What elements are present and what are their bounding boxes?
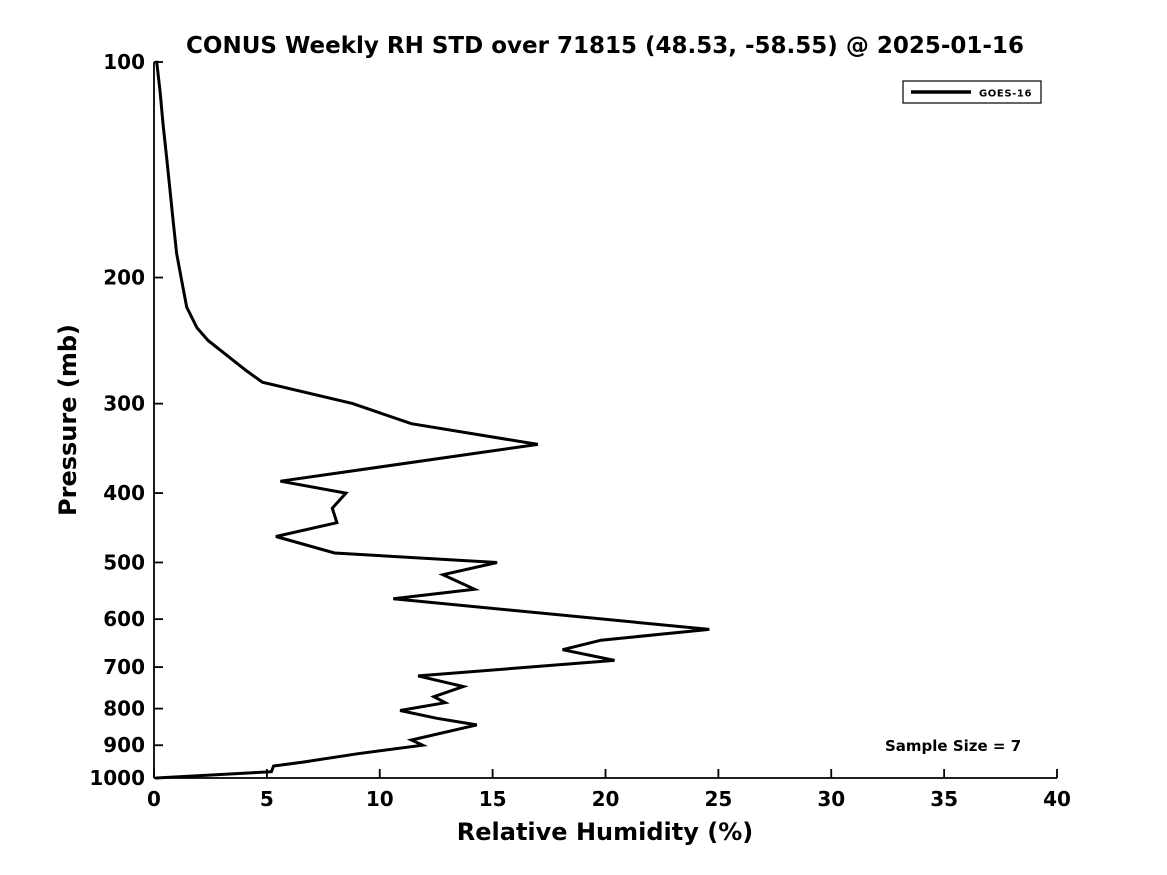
- y-tick-label: 100: [103, 50, 145, 74]
- x-tick-label: 10: [366, 787, 394, 811]
- series-line-goes-16: [154, 60, 710, 780]
- legend: GOES-16: [902, 80, 1042, 104]
- chart-title: CONUS Weekly RH STD over 71815 (48.53, -…: [186, 33, 1024, 59]
- y-tick-label: 300: [103, 392, 145, 416]
- series-line-layer: [154, 60, 710, 780]
- y-tick-label: 800: [103, 697, 145, 721]
- legend-label: GOES-16: [979, 89, 1032, 100]
- y-tick-label: 200: [103, 266, 145, 290]
- x-tick-label: 25: [704, 787, 732, 811]
- y-tick-label: 700: [103, 655, 145, 679]
- x-tick-label: 40: [1043, 787, 1071, 811]
- y-axis: 100 200 300 400 500 600 700 800 900 1000: [89, 50, 163, 790]
- y-axis-label: Pressure (mb): [54, 324, 82, 516]
- y-tick-label: 500: [103, 550, 145, 574]
- x-axis: 0 5 10 15 20 25 30 35 40: [147, 769, 1071, 811]
- x-tick-label: 5: [260, 787, 274, 811]
- y-tick-label: 900: [103, 733, 145, 757]
- x-tick-label: 35: [930, 787, 958, 811]
- x-tick-label: 15: [479, 787, 507, 811]
- x-tick-label: 20: [592, 787, 620, 811]
- y-tick-label: 1000: [89, 766, 145, 790]
- y-tick-label: 400: [103, 481, 145, 505]
- x-axis-label: Relative Humidity (%): [457, 818, 753, 846]
- x-tick-label: 30: [817, 787, 845, 811]
- sample-size-annotation: Sample Size = 7: [885, 737, 1021, 755]
- x-tick-label: 0: [147, 787, 161, 811]
- legend-box: [902, 80, 1042, 104]
- y-tick-label: 600: [103, 607, 145, 631]
